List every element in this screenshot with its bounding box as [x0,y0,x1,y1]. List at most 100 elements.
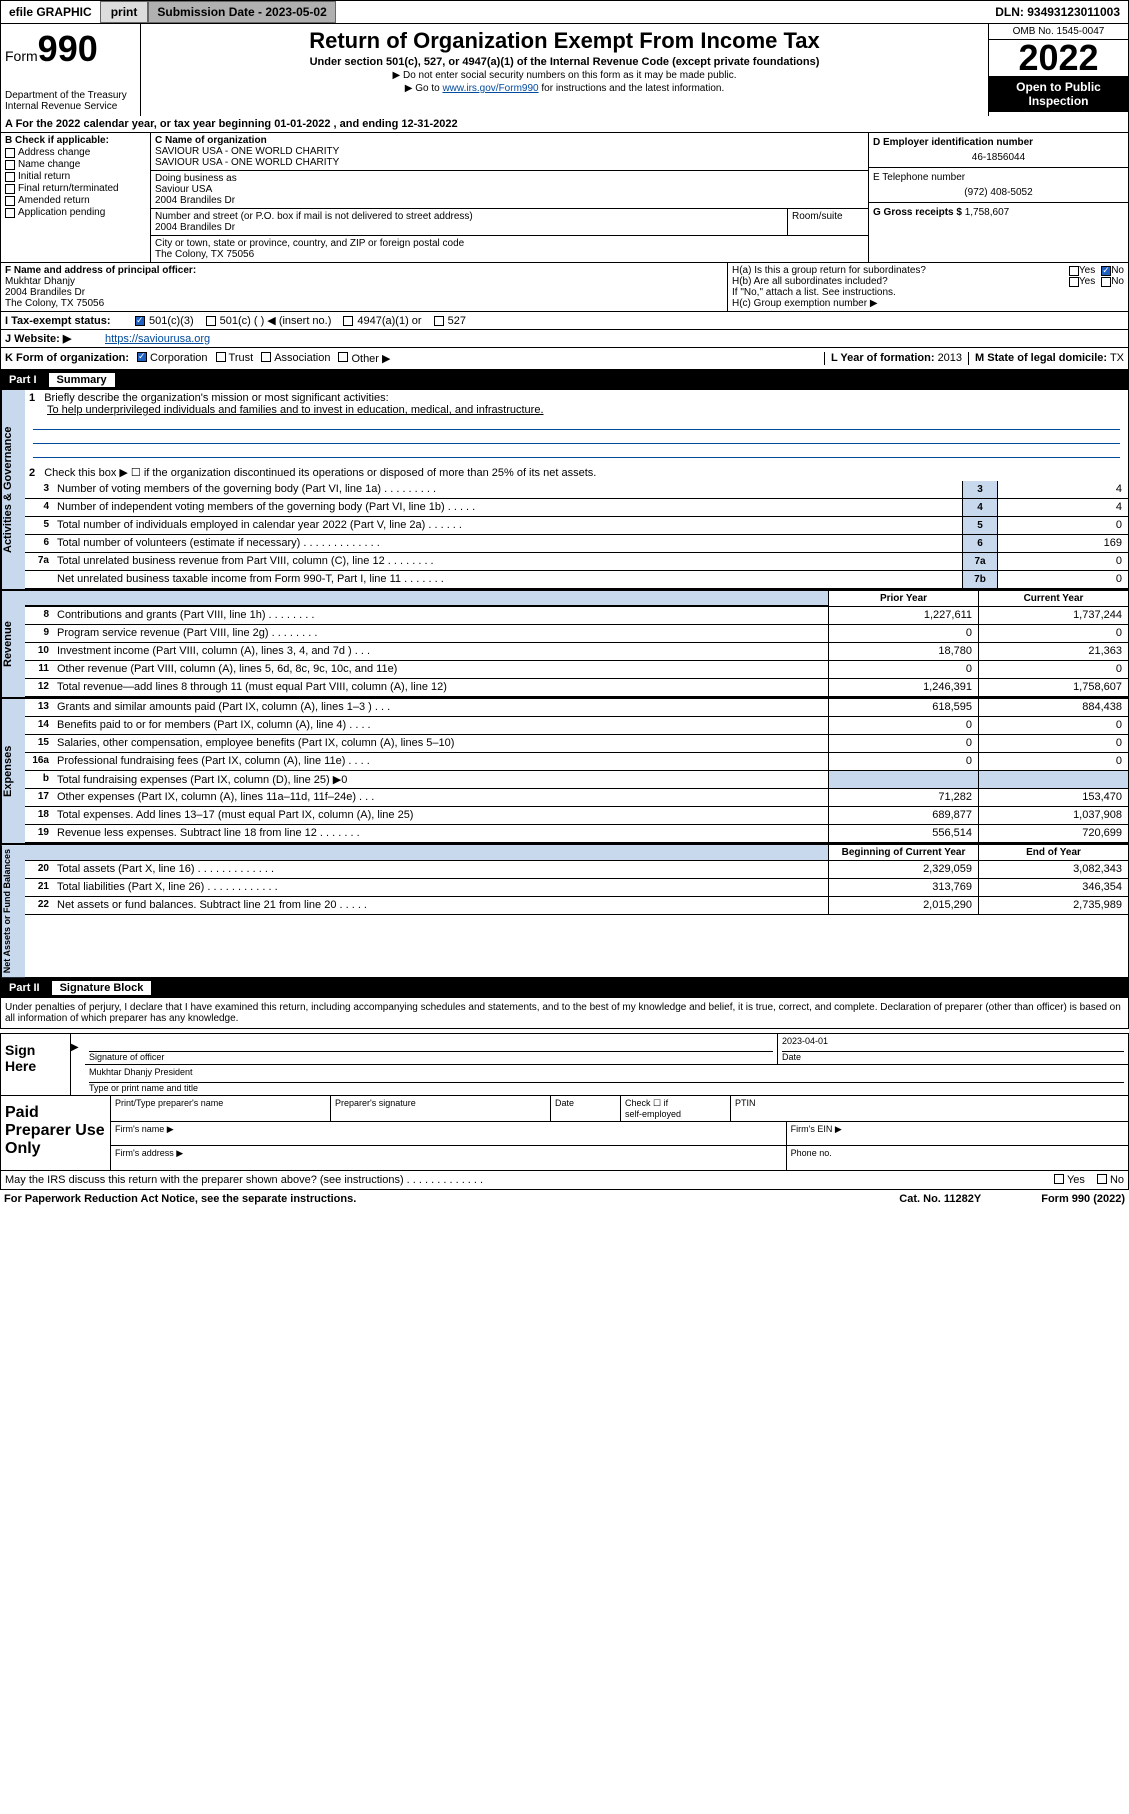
expenses-section: Expenses 13 Grants and similar amounts p… [0,699,1129,845]
section-bcdeg: B Check if applicable: Address change Na… [0,133,1129,263]
discuss-no-chk[interactable] [1097,1174,1107,1184]
line-numbox: 3 [962,481,998,498]
k-other-chk[interactable] [338,352,348,362]
chk-final-return[interactable]: Final return/terminated [5,183,146,194]
l-label: L Year of formation: [831,352,935,364]
prior-val: 1,246,391 [828,679,978,696]
gov-line-row: 5 Total number of individuals employed i… [25,517,1128,535]
line-num: 5 [25,517,53,534]
line-num: 20 [25,861,53,878]
prior-val: 0 [828,753,978,770]
k-trust-chk[interactable] [216,352,226,362]
form-label: Form [5,48,38,64]
current-val: 0 [978,717,1128,734]
line-text: Total assets (Part X, line 16) . . . . .… [53,861,828,878]
j-label: J Website: ▶ [5,332,105,345]
l-block: L Year of formation: 2013 [824,352,962,365]
two-col-row: 13 Grants and similar amounts paid (Part… [25,699,1128,717]
irs-link[interactable]: www.irs.gov/Form990 [442,83,538,94]
e-block: E Telephone number (972) 408-5052 [869,168,1128,203]
sign-right: Signature of officer 2023-04-01 Date Muk… [85,1034,1128,1095]
hb-note: If "No," attach a list. See instructions… [732,287,1124,298]
website-link[interactable]: https://saviourusa.org [105,333,210,345]
street-label: Number and street (or P.O. box if mail i… [155,211,783,222]
line-text: Total number of volunteers (estimate if … [53,535,962,552]
col-cde: C Name of organization SAVIOUR USA - ONE… [151,133,868,262]
officer-addr2: The Colony, TX 75056 [5,298,723,309]
col-h: H(a) Is this a group return for subordin… [728,263,1128,311]
line-text: Program service revenue (Part VIII, line… [53,625,828,642]
gov-line-row: 3 Number of voting members of the govern… [25,481,1128,499]
discuss-row: May the IRS discuss this return with the… [0,1171,1129,1190]
hb-no-chk[interactable] [1101,277,1111,287]
form-number: 990 [38,28,98,69]
m-value: TX [1110,352,1124,364]
line-num: b [25,771,53,788]
k-assoc-chk[interactable] [261,352,271,362]
line-num: 13 [25,699,53,716]
print-button[interactable]: print [100,1,149,23]
i-4947-chk[interactable] [343,316,353,326]
org-name-1: SAVIOUR USA - ONE WORLD CHARITY [155,146,864,157]
two-col-row: 20 Total assets (Part X, line 16) . . . … [25,861,1128,879]
k-trust: Trust [229,352,254,365]
line2-block: 2 Check this box ▶ ☐ if the organization… [25,460,1128,481]
line-num: 19 [25,825,53,842]
prior-val: 618,595 [828,699,978,716]
chk-app-pending[interactable]: Application pending [5,207,146,218]
i-501c3-chk[interactable] [135,316,145,326]
m-label: M State of legal domicile: [975,352,1107,364]
line-num: 16a [25,753,53,770]
two-col-row: 19 Revenue less expenses. Subtract line … [25,825,1128,843]
phone-value: (972) 408-5052 [873,187,1124,198]
line-num: 12 [25,679,53,696]
i-527-chk[interactable] [434,316,444,326]
sig-name-label: Type or print name and title [89,1083,1124,1093]
sig-date-label: Date [782,1052,1124,1062]
mission-line-2 [33,430,1120,444]
dba-addr: 2004 Brandiles Dr [155,195,864,206]
hb-yes: Yes [1079,276,1095,287]
ha-row: H(a) Is this a group return for subordin… [732,265,1124,276]
revenue-header: Prior Year Current Year [25,591,1128,607]
line-text: Total fundraising expenses (Part IX, col… [53,771,828,788]
revenue-content: Prior Year Current Year 8 Contributions … [25,591,1128,697]
firm-name-label: Firm's name ▶ [111,1122,787,1145]
line-num: 6 [25,535,53,552]
firm-phone-label: Phone no. [787,1146,1128,1170]
k-corp-chk[interactable] [137,352,147,362]
sig-officer-cell: Signature of officer [85,1034,778,1064]
hb-yes-chk[interactable] [1069,277,1079,287]
chk-address-change[interactable]: Address change [5,147,146,158]
paid-col2: Preparer's signature [331,1096,551,1121]
paid-row-1: Print/Type preparer's name Preparer's si… [111,1096,1128,1122]
org-name-2: SAVIOUR USA - ONE WORLD CHARITY [155,157,864,168]
two-col-row: 12 Total revenue—add lines 8 through 11 … [25,679,1128,697]
current-val: 0 [978,625,1128,642]
ha-no: No [1111,265,1124,276]
form-footer: Form 990 (2022) [1041,1193,1125,1205]
current-val: 0 [978,753,1128,770]
city-label: City or town, state or province, country… [155,238,864,249]
chk-initial-return[interactable]: Initial return [5,171,146,182]
two-col-row: 17 Other expenses (Part IX, column (A), … [25,789,1128,807]
ha-no-chk[interactable] [1101,266,1111,276]
sig-officer-label: Signature of officer [89,1052,773,1062]
line-text: Total expenses. Add lines 13–17 (must eq… [53,807,828,824]
current-val: 2,735,989 [978,897,1128,914]
revenue-section: Revenue Prior Year Current Year 8 Contri… [0,591,1129,699]
i-4947: 4947(a)(1) or [357,315,421,327]
prior-val: 1,227,611 [828,607,978,624]
chk-amended[interactable]: Amended return [5,195,146,206]
chk-name-change[interactable]: Name change [5,159,146,170]
line-num: 22 [25,897,53,914]
line-num: 4 [25,499,53,516]
current-val: 346,354 [978,879,1128,896]
ha-yes-chk[interactable] [1069,266,1079,276]
part2-title: Signature Block [52,981,152,995]
line-text: Other expenses (Part IX, column (A), lin… [53,789,828,806]
paid-right: Print/Type preparer's name Preparer's si… [111,1096,1128,1170]
paid-row-3: Firm's address ▶ Phone no. [111,1146,1128,1170]
i-501c-chk[interactable] [206,316,216,326]
discuss-yes-chk[interactable] [1054,1174,1064,1184]
